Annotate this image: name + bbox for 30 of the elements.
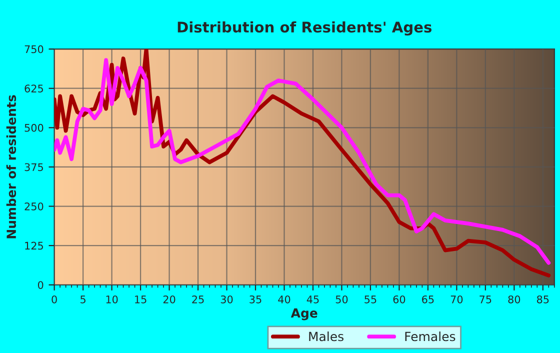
x-tick-label: 5	[80, 296, 86, 304]
x-tick-label: 40	[278, 295, 290, 304]
legend-label: Males	[309, 331, 344, 342]
x-tick-label: 0	[52, 295, 57, 304]
x-tick-label: 30	[220, 295, 233, 304]
x-tick-label: 50	[336, 295, 348, 304]
y-tick-label: 500	[24, 124, 44, 132]
chart-title: Distribution of Residents' Ages	[178, 21, 432, 36]
x-tick-label: 75	[480, 296, 492, 304]
x-tick-label: 85	[536, 295, 549, 304]
x-tick-label: 55	[364, 296, 376, 304]
y-tick-label: 625	[24, 84, 43, 92]
x-tick-label: 60	[393, 295, 406, 304]
x-tick-label: 65	[422, 295, 434, 304]
x-tick-label: 15	[135, 296, 146, 304]
x-tick-label: 80	[508, 295, 520, 304]
x-axis-title: Age	[290, 308, 318, 320]
y-axis-title: Number of residents	[6, 95, 16, 238]
x-tick-label: 35	[250, 295, 262, 304]
y-tick-label: 125	[25, 242, 43, 250]
x-tick-label: 70	[450, 295, 463, 304]
y-tick-label: 375	[24, 163, 43, 172]
y-tick-label: 0	[38, 281, 44, 289]
y-tick-label: 750	[24, 45, 44, 54]
legend-label: Females	[405, 331, 456, 342]
x-tick-label: 10	[106, 295, 118, 304]
x-tick-label: 45	[306, 296, 319, 304]
x-tick-label: 20	[163, 295, 176, 304]
y-tick-label: 250	[24, 202, 44, 210]
x-tick-label: 25	[192, 295, 204, 304]
